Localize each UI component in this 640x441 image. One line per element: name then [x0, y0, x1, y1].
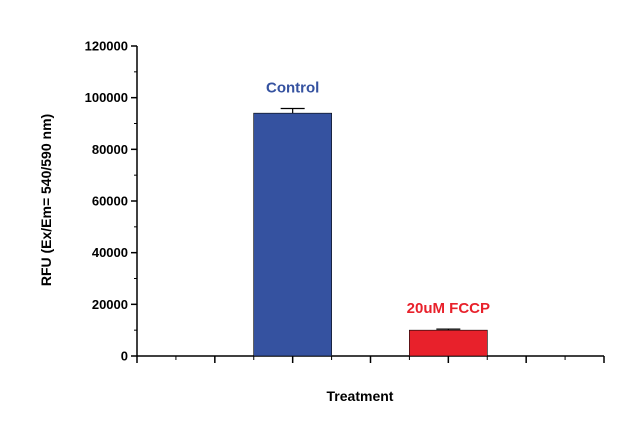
bar-1	[409, 329, 488, 357]
y-tick-label-6: 120000	[85, 39, 128, 54]
y-tick-label-2: 40000	[92, 245, 128, 260]
y-tick-label-0: 0	[121, 349, 128, 364]
bar-label-0: Control	[266, 80, 319, 97]
x-axis-ticks	[136, 356, 605, 363]
bar-label-1: 20uM FCCP	[407, 300, 490, 317]
x-axis-title: Treatment	[327, 388, 394, 404]
y-axis-ticks: 0 20000 40000 60000 80000 100000 120000	[85, 39, 137, 364]
y-tick-label-4: 80000	[92, 142, 128, 157]
bar-0	[253, 112, 332, 357]
y-tick-label-1: 20000	[92, 297, 128, 312]
bars: Control 20uM FCCP	[253, 80, 490, 357]
y-axis-title: RFU (Ex/Em= 540/590 nm)	[38, 114, 54, 286]
y-tick-label-5: 100000	[85, 90, 128, 105]
plot-frame	[136, 46, 604, 357]
y-tick-label-3: 60000	[92, 194, 128, 209]
